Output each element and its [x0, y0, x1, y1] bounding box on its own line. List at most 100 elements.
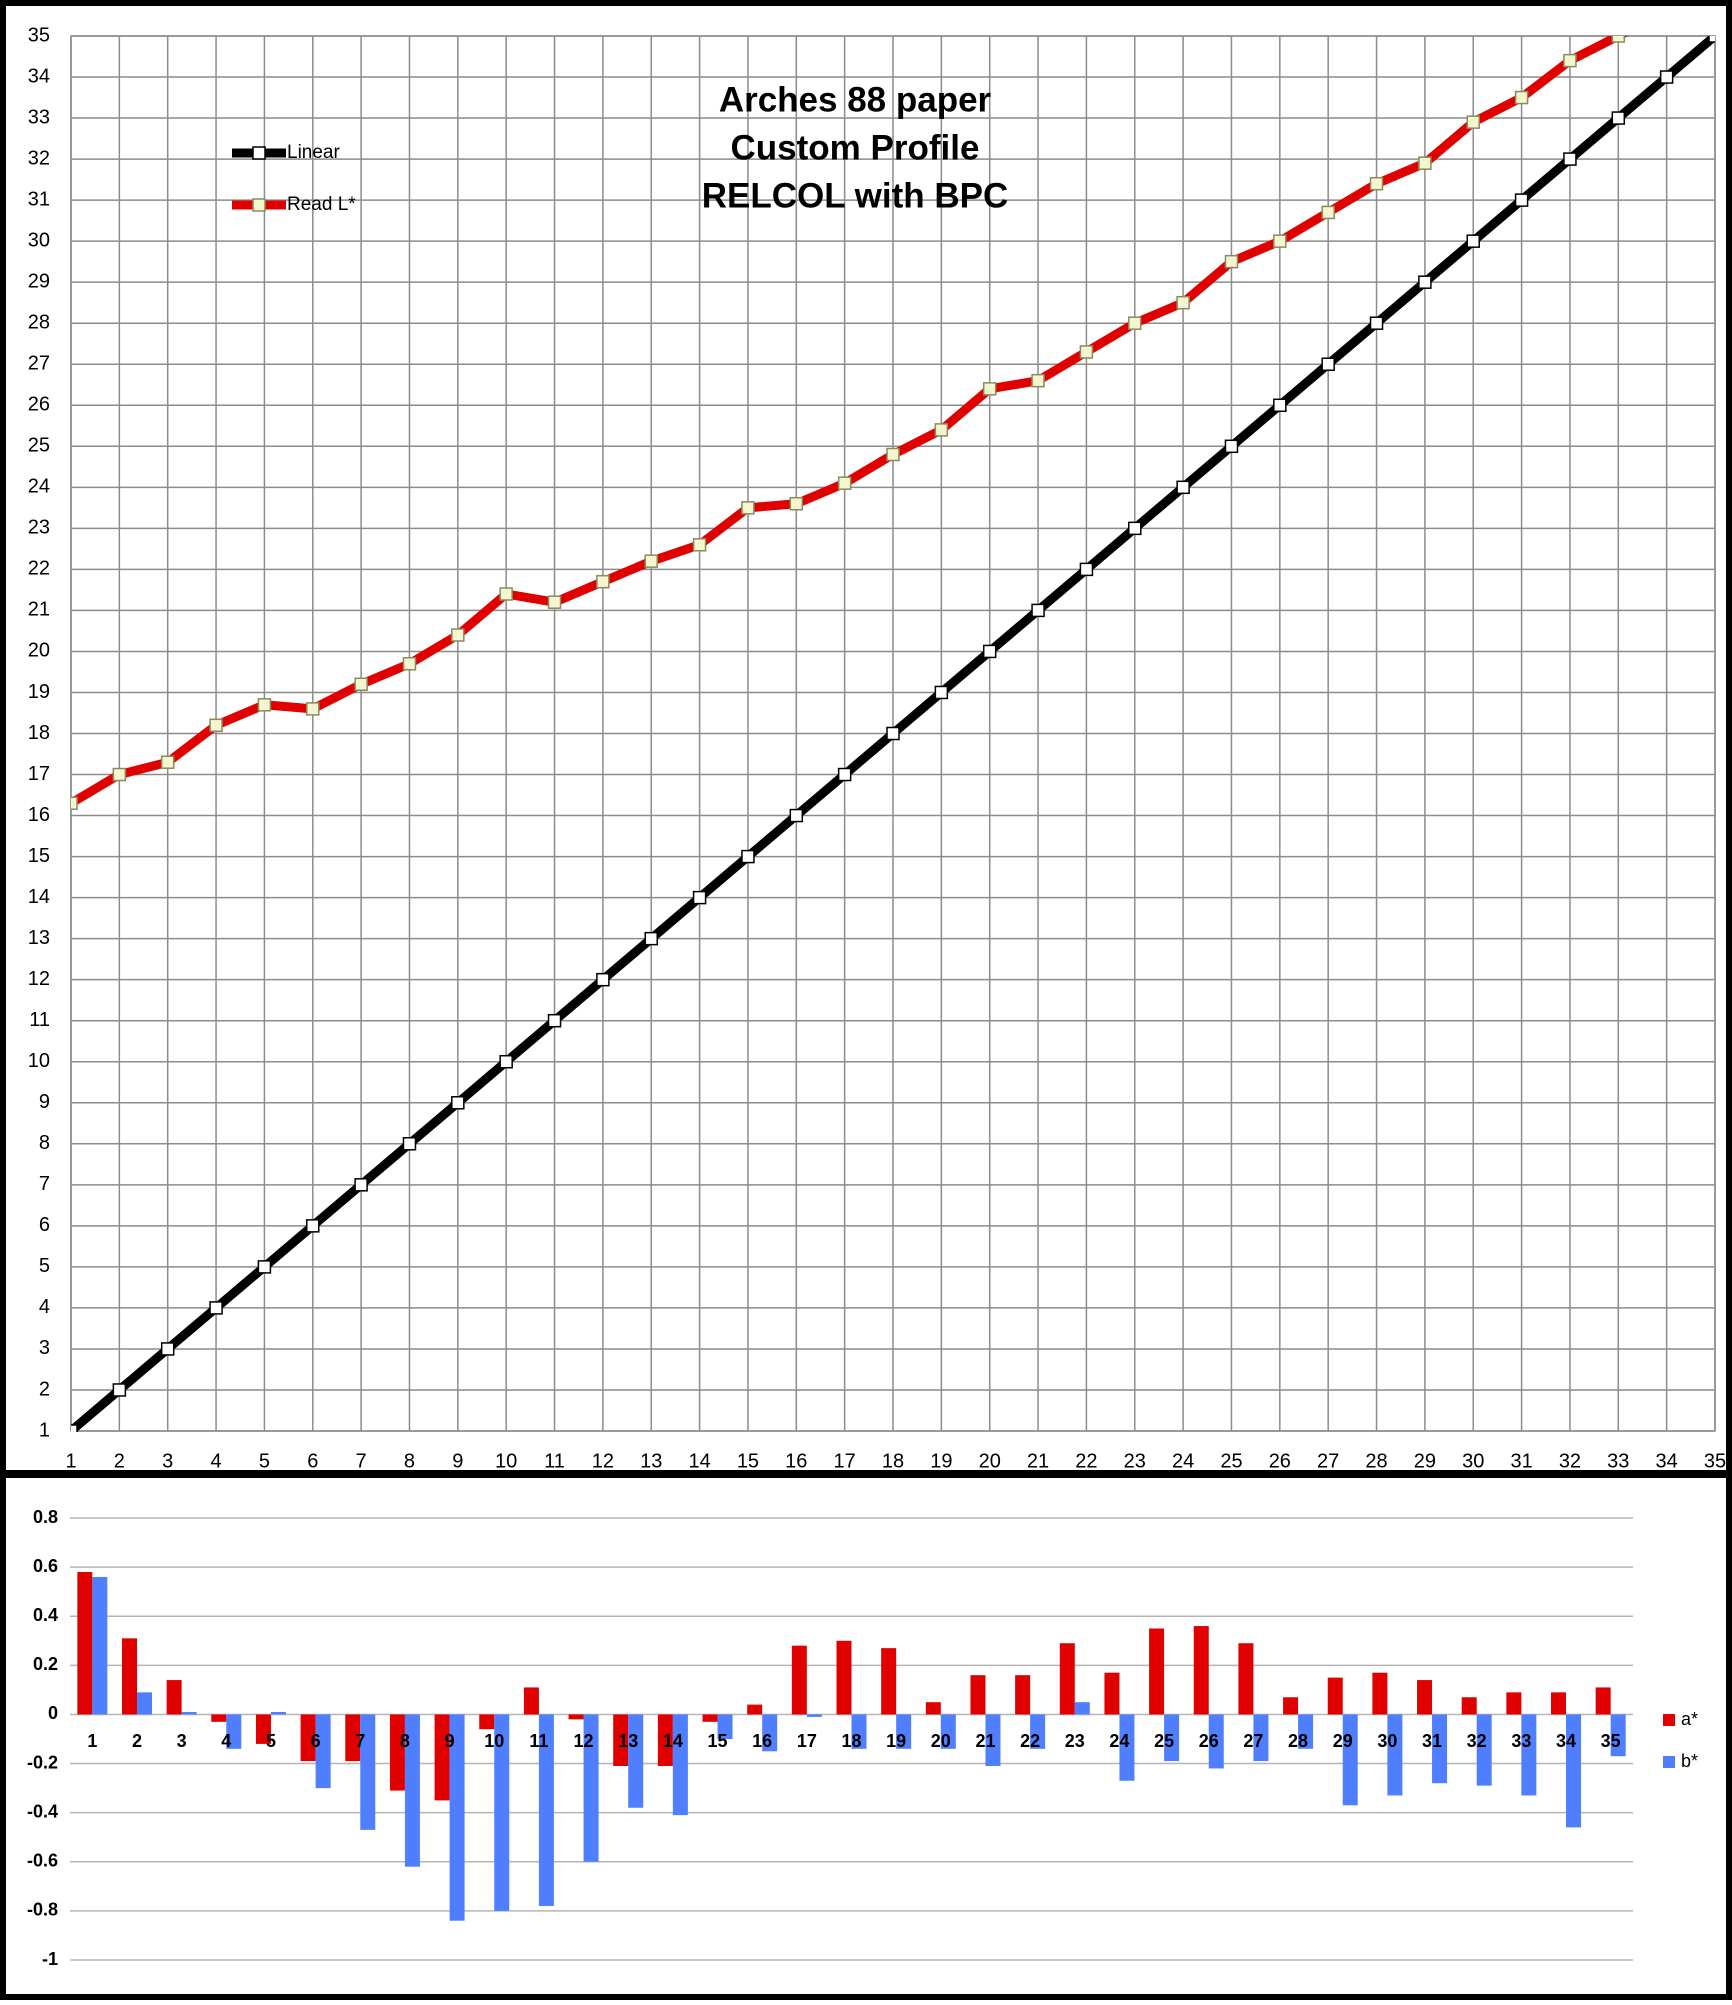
marker — [1563, 53, 1577, 68]
marker — [160, 1342, 175, 1356]
y-tick-label: 4 — [39, 1296, 50, 1318]
x-tick-label: 24 — [1172, 1450, 1194, 1472]
y-tick-label: 0.2 — [33, 1654, 58, 1674]
y-tick-label: 33 — [28, 106, 50, 128]
y-tick-label: 14 — [28, 886, 50, 908]
bar — [345, 1714, 361, 1762]
bar — [1432, 1714, 1448, 1784]
bar — [1327, 1677, 1343, 1715]
x-tick-label: 11 — [529, 1731, 548, 1751]
bar — [1461, 1697, 1477, 1715]
bar — [166, 1680, 182, 1715]
marker — [886, 447, 900, 462]
y-tick-label: 10 — [28, 1050, 50, 1072]
y-tick-label: 17 — [28, 763, 50, 785]
x-tick-label: 6 — [307, 1450, 318, 1472]
y-tick-label: 20 — [28, 640, 50, 662]
x-tick-label: 29 — [1414, 1450, 1436, 1472]
bar — [389, 1714, 405, 1791]
marker — [451, 628, 465, 642]
marker — [1176, 480, 1190, 495]
y-tick-label: 6 — [39, 1214, 50, 1236]
marker — [1079, 345, 1094, 359]
x-tick-label: 22 — [1075, 1450, 1097, 1472]
marker — [1176, 295, 1190, 310]
y-tick-label: -0.6 — [27, 1851, 58, 1871]
bar — [1417, 1680, 1433, 1715]
x-tick-label: 5 — [266, 1731, 276, 1751]
x-tick-label: 27 — [1317, 1450, 1339, 1472]
marker — [644, 554, 658, 568]
x-tick-label: 8 — [404, 1450, 415, 1472]
y-tick-label: 28 — [28, 311, 50, 333]
x-tick-label: 3 — [162, 1450, 173, 1472]
bar — [657, 1714, 673, 1767]
marker — [1031, 603, 1045, 618]
x-tick-label: 34 — [1656, 1450, 1678, 1472]
marker — [692, 538, 707, 552]
marker — [354, 677, 368, 692]
x-tick-label: 15 — [737, 1450, 759, 1472]
x-tick-label: 20 — [931, 1731, 951, 1751]
marker — [402, 657, 417, 671]
marker — [644, 931, 658, 946]
marker — [1611, 111, 1626, 125]
y-tick-label: 2 — [39, 1378, 50, 1400]
x-tick-label: 26 — [1199, 1731, 1219, 1751]
marker — [1321, 205, 1335, 220]
bar — [1208, 1714, 1224, 1769]
marker — [257, 698, 272, 712]
x-tick-label: 18 — [882, 1450, 904, 1472]
marker — [1611, 36, 1626, 43]
x-tick-label: 23 — [1065, 1731, 1085, 1751]
y-tick-label: 25 — [28, 435, 50, 457]
marker — [1514, 90, 1529, 105]
bar — [568, 1714, 584, 1720]
x-tick-label: 1 — [65, 1450, 76, 1472]
x-tick-label: 25 — [1154, 1731, 1174, 1751]
marker — [1369, 176, 1384, 191]
legend-swatch — [1663, 1756, 1675, 1768]
marker — [160, 755, 175, 769]
marker — [1224, 439, 1239, 454]
y-tick-label: 5 — [39, 1255, 50, 1277]
bar — [1387, 1714, 1403, 1796]
legend-swatch — [1663, 1714, 1675, 1726]
bar — [1595, 1687, 1611, 1715]
bar — [538, 1714, 554, 1906]
bar — [1342, 1714, 1358, 1806]
bar — [836, 1640, 852, 1715]
y-tick-label: 7 — [39, 1173, 50, 1195]
legend-label: Read L* — [287, 194, 356, 215]
marker — [596, 574, 610, 589]
x-tick-label: 23 — [1124, 1450, 1146, 1472]
x-tick-label: 31 — [1510, 1450, 1532, 1472]
y-tick-label: 15 — [28, 845, 50, 867]
marker — [354, 1178, 368, 1192]
marker — [1466, 115, 1480, 129]
marker — [1659, 70, 1674, 84]
bar — [1238, 1643, 1254, 1715]
bar — [791, 1645, 807, 1715]
x-tick-label: 35 — [1704, 1450, 1726, 1472]
x-tick-label: 22 — [1020, 1731, 1040, 1751]
x-tick-label: 35 — [1601, 1731, 1621, 1751]
marker — [837, 767, 852, 782]
marker — [1708, 36, 1715, 43]
y-tick-label: 34 — [28, 65, 50, 87]
y-tick-label: 35 — [28, 24, 50, 46]
x-tick-label: 20 — [979, 1450, 1001, 1472]
marker — [1321, 357, 1335, 371]
marker — [934, 685, 949, 700]
marker — [112, 767, 127, 782]
y-tick-label: 12 — [28, 968, 50, 990]
x-tick-label: 12 — [592, 1450, 614, 1472]
y-tick-label: 0.6 — [33, 1556, 58, 1576]
x-tick-label: 9 — [452, 1450, 463, 1472]
x-tick-label: 1 — [87, 1731, 97, 1751]
bar — [1015, 1675, 1031, 1715]
x-tick-label: 21 — [1027, 1450, 1049, 1472]
y-tick-label: 21 — [28, 599, 50, 621]
y-tick-label: 24 — [28, 476, 50, 498]
bar — [1030, 1714, 1046, 1749]
